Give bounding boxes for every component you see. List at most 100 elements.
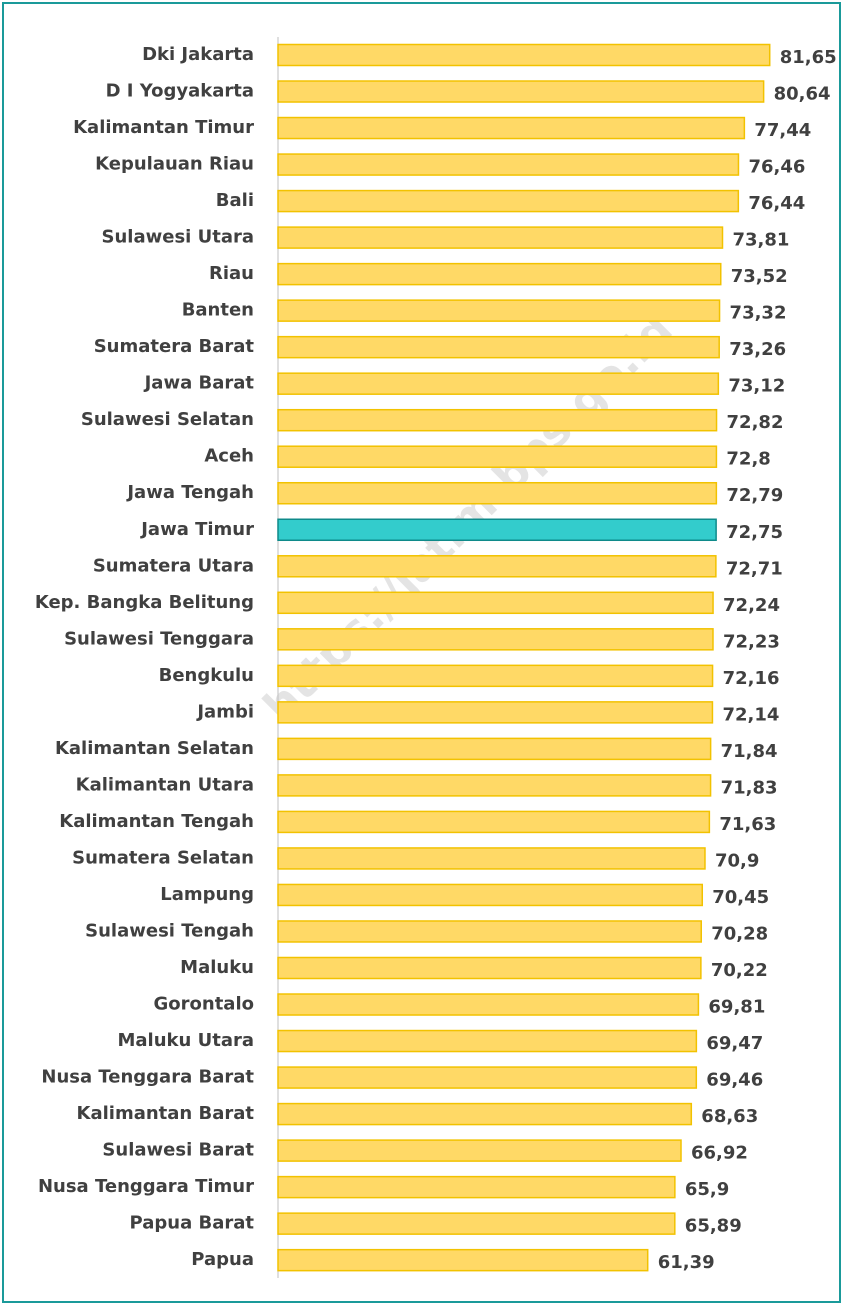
value-label: 73,32 <box>730 303 787 324</box>
category-label: Lampung <box>160 884 254 905</box>
value-label: 80,64 <box>774 84 831 105</box>
bar <box>277 1212 676 1235</box>
category-label: Sulawesi Tenggara <box>64 628 254 649</box>
bar <box>277 299 721 322</box>
value-label: 65,89 <box>685 1216 742 1237</box>
bar <box>277 226 724 249</box>
category-label: Nusa Tenggara Timur <box>38 1176 254 1197</box>
category-label: Bengkulu <box>159 665 254 686</box>
category-label: Maluku <box>180 957 254 978</box>
bar <box>277 664 714 688</box>
value-label: 70,28 <box>711 923 768 944</box>
bar <box>277 555 717 578</box>
category-label: Kalimantan Barat <box>77 1103 255 1124</box>
category-label: Banten <box>182 300 254 321</box>
value-label: 72,82 <box>727 412 784 433</box>
bar <box>277 1175 676 1199</box>
bar <box>277 262 722 286</box>
category-label: Dki Jakarta <box>142 44 254 65</box>
value-label: 72,16 <box>723 668 780 689</box>
bar <box>277 408 718 432</box>
bar <box>277 1029 698 1053</box>
value-label: 81,65 <box>780 47 837 68</box>
value-label: 65,9 <box>685 1179 729 1200</box>
value-label: 69,46 <box>706 1070 763 1091</box>
category-label: Gorontalo <box>154 994 255 1015</box>
category-label: Sumatera Selatan <box>72 847 254 868</box>
category-label: Jawa Tengah <box>125 482 254 503</box>
category-label: Jawa Barat <box>143 373 255 394</box>
value-label: 72,14 <box>722 704 779 725</box>
category-label: Sulawesi Barat <box>102 1140 254 1161</box>
value-label: 70,22 <box>711 960 768 981</box>
category-label: Sulawesi Utara <box>102 227 254 248</box>
bar <box>277 591 714 615</box>
category-label: Riau <box>209 263 254 284</box>
value-label: 68,63 <box>701 1106 758 1127</box>
bar <box>277 445 718 468</box>
bar <box>277 774 712 797</box>
bar <box>277 43 771 67</box>
bar <box>277 1066 698 1089</box>
bar <box>277 847 706 870</box>
bar <box>277 372 720 395</box>
value-label: 72,75 <box>726 522 783 543</box>
bar <box>277 701 714 724</box>
category-label: Nusa Tenggara Barat <box>41 1067 254 1088</box>
bar <box>277 956 702 980</box>
category-label: Kepulauan Riau <box>95 154 254 175</box>
category-label: Sumatera Utara <box>93 555 254 576</box>
category-label: Bali <box>216 190 254 211</box>
category-label: Jambi <box>195 701 254 722</box>
bar <box>277 628 714 651</box>
bar <box>277 1248 649 1272</box>
value-label: 72,8 <box>726 449 770 470</box>
bar <box>277 335 720 359</box>
value-label: 69,81 <box>708 997 765 1018</box>
category-label: Kalimantan Utara <box>76 774 254 795</box>
bar <box>277 993 700 1016</box>
category-label: Kalimantan Selatan <box>55 738 254 759</box>
value-label: 77,44 <box>754 120 811 141</box>
bar <box>277 883 704 907</box>
value-label: 66,92 <box>691 1143 748 1164</box>
value-label: 71,63 <box>719 814 776 835</box>
category-label: Papua Barat <box>130 1213 255 1234</box>
category-label: Maluku Utara <box>118 1030 255 1051</box>
value-label: 73,52 <box>731 266 788 287</box>
value-label: 72,23 <box>723 631 780 652</box>
value-label: 73,26 <box>729 339 786 360</box>
bar <box>277 153 740 176</box>
category-label: Sulawesi Selatan <box>81 409 254 430</box>
category-label: Kalimantan Tengah <box>59 811 254 832</box>
value-label: 76,46 <box>748 157 805 178</box>
value-label: 70,45 <box>712 887 769 908</box>
value-label: 69,47 <box>706 1033 763 1054</box>
bar <box>277 518 717 542</box>
value-label: 70,9 <box>715 850 759 871</box>
category-label: Sulawesi Tengah <box>85 920 254 941</box>
bar <box>277 920 702 943</box>
bar <box>277 189 740 213</box>
category-label: D I Yogyakarta <box>106 81 254 102</box>
bar <box>277 737 712 761</box>
category-label: Papua <box>191 1249 254 1270</box>
category-label: Aceh <box>204 446 254 467</box>
value-label: 61,39 <box>658 1252 715 1273</box>
bar <box>277 1139 682 1162</box>
value-label: 73,12 <box>728 376 785 397</box>
bar <box>277 481 718 505</box>
category-label: Jawa Timur <box>139 519 254 540</box>
value-label: 71,83 <box>721 777 778 798</box>
value-label: 76,44 <box>748 193 805 214</box>
bar <box>277 810 711 834</box>
category-label: Kalimantan Timur <box>73 117 254 138</box>
bar <box>277 116 746 140</box>
value-label: 73,81 <box>733 230 790 251</box>
bar <box>277 1102 693 1126</box>
category-label: Kep. Bangka Belitung <box>35 592 254 613</box>
value-label: 72,79 <box>726 485 783 506</box>
value-label: 72,24 <box>723 595 780 616</box>
